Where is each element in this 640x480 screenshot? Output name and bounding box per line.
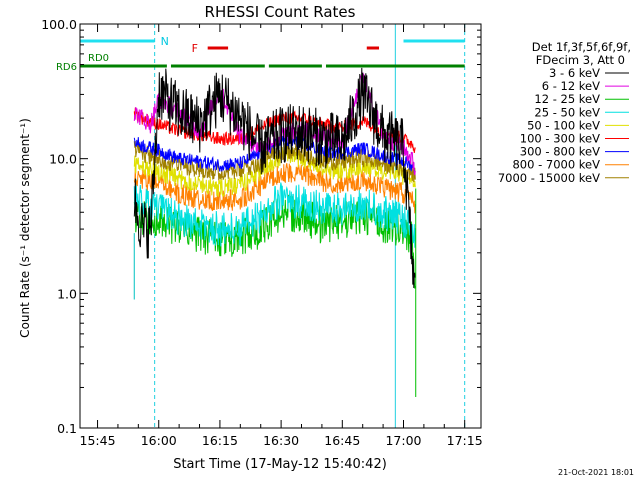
legend-header-line-1: Det 1f,3f,5f,6f,9f, [532,40,631,54]
series-line-25_50keV: 25 - 50 keV [133,179,416,248]
flare-label: F [192,42,198,55]
rd6-label: RD6 [56,62,77,73]
x-tick-label: 16:15 [202,433,238,448]
series-line-3_6keV: 3 - 6 keV [133,67,416,289]
y-tick-label: 100.0 [41,17,77,32]
legend-entry-label: 25 - 50 keV [534,105,600,119]
plot-frame [79,23,482,429]
y-tick-label: 10.0 [49,152,77,167]
legend-entry-label: 800 - 7000 keV [512,158,600,172]
legend-entry-label: 12 - 25 keV [534,92,600,106]
night-label: N [161,35,169,48]
chart-title: RHESSI Count Rates [205,3,356,21]
legend-entry-label: 6 - 12 keV [542,79,600,93]
rd0-label: RD0 [88,53,109,64]
axes: 0.1 1.0 10.0 100.0 15:45 16:00 16:15 16:30 16:45… [41,17,482,448]
y-tick-label: 0.1 [57,421,77,436]
legend-entry-label: 300 - 800 keV [520,145,600,159]
x-tick-label: 15:45 [80,433,116,448]
x-axis-label: Start Time (17-May-12 15:40:42) [173,457,387,472]
x-tick-label: 17:00 [385,433,421,448]
series-line-50_100keV: 50 - 100 keV [133,147,416,197]
x-tick-label: 16:45 [324,433,360,448]
legend-entry-label: 3 - 6 keV [549,66,600,80]
y-axis-label: Count Rate (s⁻¹ detector segment⁻¹) [18,118,32,338]
legend-entry-label: 7000 - 15000 keV [498,171,600,185]
legend-header-line-2: FDecim 3, Att 0 [536,53,625,67]
x-tick-label: 16:00 [141,433,177,448]
legend: Det 1f,3f,5f,6f,9f, FDecim 3, Att 0 3 - … [498,40,631,185]
footer-date: 21-Oct-2021 18:01 [558,468,634,477]
series-line-800_7000keV: 800 - 7000 keV [133,163,416,214]
x-tick-label: 16:30 [263,433,299,448]
y-tick-label: 1.0 [57,286,77,301]
legend-entry-label: 50 - 100 keV [527,118,600,132]
legend-entry-label: 100 - 300 keV [520,132,600,146]
x-tick-label: 17:15 [447,433,483,448]
annotation-layer: N F RD0 RD6 [56,24,466,428]
